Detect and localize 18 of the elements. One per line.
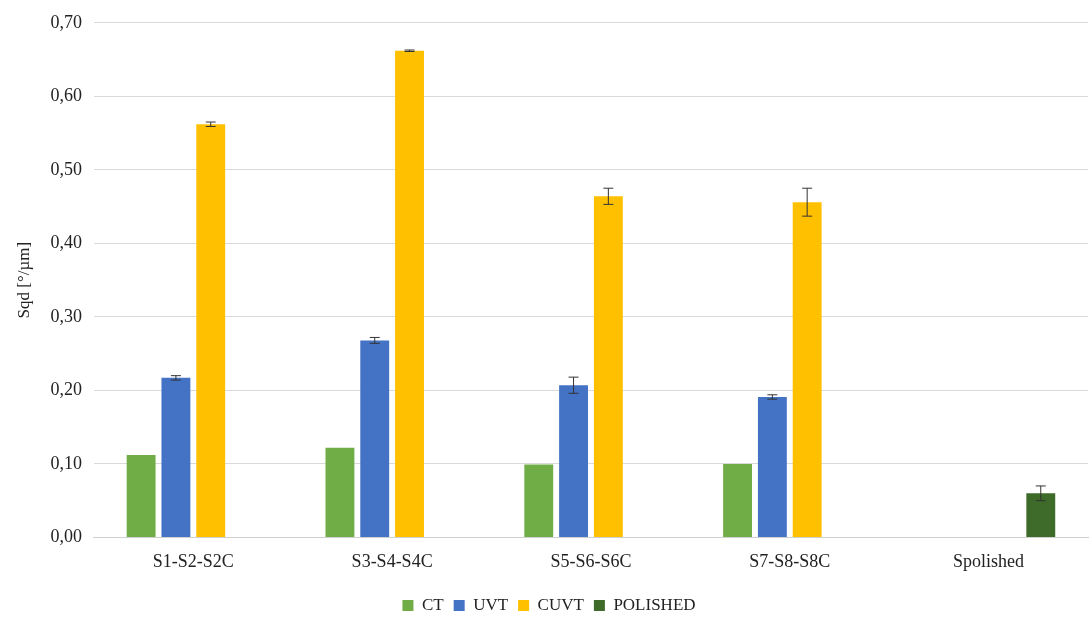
x-tick-label: Spolished (953, 550, 1025, 571)
y-tick-label: 0,60 (50, 85, 82, 106)
legend-label: CT (421, 594, 445, 614)
y-tick-label: 0,50 (50, 158, 82, 179)
y-tick-label: 0,00 (50, 526, 82, 547)
y-tick-label: 0,20 (50, 379, 82, 400)
y-tick-label: 0,70 (50, 11, 82, 32)
legend-label: UVT (473, 594, 509, 614)
x-tick-label: S7-S8-S8C (749, 550, 831, 571)
y-tick-label: 0,30 (50, 305, 82, 326)
x-tick-label: S5-S6-S6C (550, 550, 632, 571)
x-tick-label: S3-S4-S4C (351, 550, 433, 571)
y-tick-label: 0,40 (50, 232, 82, 253)
y-tick-label: 0,10 (50, 452, 82, 473)
legend-label: POLISHED (613, 594, 696, 614)
x-tick-label: S1-S2-S2C (152, 550, 234, 571)
legend-label: CUVT (537, 594, 585, 614)
y-axis-title: Sqd [°/µm] (13, 241, 33, 319)
